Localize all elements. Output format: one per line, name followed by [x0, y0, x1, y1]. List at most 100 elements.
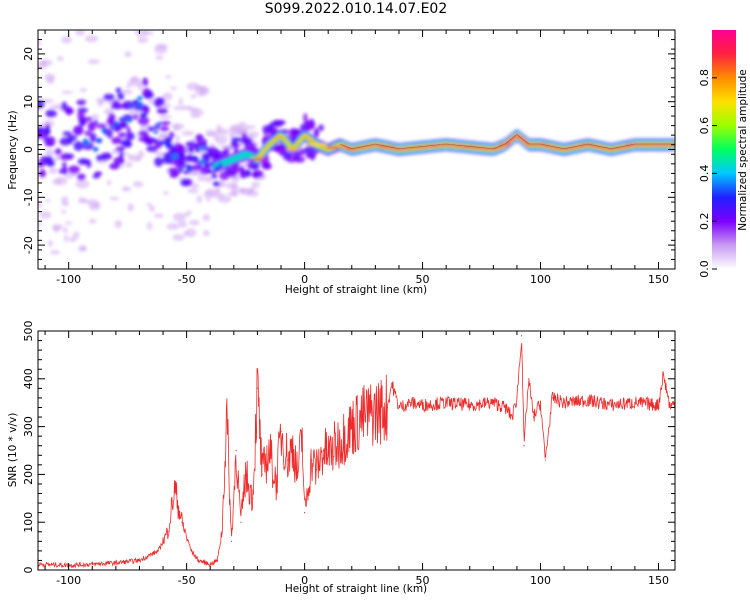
- x-tick-label: 100: [530, 574, 551, 587]
- spectral-noise-blob: [181, 130, 195, 136]
- spectral-blob: [103, 93, 115, 101]
- spectral-noise-blob: [162, 92, 173, 101]
- snr-point: [174, 488, 176, 490]
- spectral-blob: [144, 136, 155, 146]
- snr-point: [235, 449, 237, 452]
- colorbar: 0.0 0.2 0.4 0.6 0.8 Normalized spectral ampl…: [698, 30, 749, 278]
- snr-point: [657, 404, 660, 406]
- spectral-blob: [185, 141, 197, 148]
- spectral-blob: [212, 181, 221, 187]
- spectral-blob: [244, 169, 251, 178]
- spectral-noise-blob: [79, 87, 87, 93]
- spectral-blob: [222, 147, 230, 156]
- spectral-noise-blob: [78, 197, 87, 203]
- spectral-noise-blob: [147, 221, 153, 231]
- spectral-noise-blob: [122, 20, 134, 23]
- spectral-noise-blob: [205, 129, 217, 137]
- spectral-blob: [201, 152, 211, 162]
- spectral-noise-blob: [46, 76, 55, 85]
- spectral-ridge-cell: [265, 144, 272, 147]
- spectral-noise-blob: [114, 219, 122, 229]
- spectral-blob: [243, 138, 251, 145]
- snr-line-layer: [38, 335, 675, 569]
- spectral-blob: [77, 125, 83, 134]
- y-tick-label: 200: [22, 464, 35, 485]
- spectral-noise-blob: [190, 183, 200, 189]
- spectral-noise-blob: [153, 213, 164, 218]
- spectral-blob: [38, 126, 46, 135]
- spectral-spot: [153, 130, 159, 134]
- spectral-blob: [44, 126, 51, 136]
- snr-point: [315, 469, 317, 471]
- spectral-blob: [231, 140, 238, 147]
- spectral-noise-blob: [75, 30, 85, 36]
- spectral-blob: [219, 171, 230, 181]
- spectral-noise-blob: [52, 179, 63, 185]
- snr-point: [539, 402, 542, 404]
- spectral-blob: [310, 154, 315, 161]
- spectral-noise-blob: [173, 105, 187, 111]
- spectral-blob: [137, 116, 150, 126]
- spectral-blob: [96, 154, 103, 162]
- spectral-noise-blob: [60, 196, 69, 204]
- spectral-noise-blob: [173, 123, 180, 132]
- spectral-blob: [76, 173, 86, 181]
- spectral-noise-blob: [84, 35, 99, 43]
- spectral-spot: [136, 96, 143, 101]
- spectral-peak: [379, 145, 396, 149]
- spectral-blob: [142, 107, 150, 114]
- snr-line: [38, 342, 675, 569]
- spectral-peak: [305, 143, 328, 147]
- spectral-spot: [199, 146, 206, 151]
- x-tick-label: -100: [56, 574, 81, 587]
- spectral-spot: [186, 168, 193, 173]
- spectral-noise-blob: [38, 222, 43, 226]
- spectral-noise-blob: [190, 114, 201, 119]
- colorbar-tick-label: 0.0: [698, 260, 711, 278]
- spectral-noise-blob: [164, 75, 172, 79]
- spectral-blob: [180, 178, 190, 187]
- spectral-noise-blob: [106, 180, 112, 186]
- spectral-blob: [111, 100, 121, 108]
- spectral-noise-blob: [109, 196, 120, 201]
- spectral-spot: [139, 113, 145, 118]
- spectral-blob: [81, 159, 91, 164]
- snr-point: [398, 406, 400, 409]
- spectral-blob: [289, 128, 297, 136]
- x-tick-label: 100: [530, 273, 551, 286]
- spectral-noise-blob: [64, 221, 73, 225]
- snr-ticks: -100 -50 0 50 100 150 0 100 200 300 400 500: [22, 321, 675, 587]
- spectral-noise-blob: [158, 114, 172, 120]
- x-tick-label: 150: [648, 574, 669, 587]
- spectral-noise-blob: [170, 86, 177, 91]
- snr-point: [115, 562, 117, 564]
- spectral-blob: [227, 169, 237, 178]
- snr-point: [391, 382, 393, 385]
- spectral-noise-blob: [228, 132, 236, 140]
- spectral-noise-blob: [38, 41, 42, 46]
- spectral-blob: [278, 148, 289, 155]
- spectral-blob: [147, 126, 156, 132]
- spectral-spot: [185, 164, 192, 170]
- spectral-noise-blob: [91, 113, 99, 120]
- spectral-blob: [304, 120, 316, 130]
- colorbar-label: Normalized spectral amplitude: [737, 69, 749, 230]
- spectral-spot: [172, 153, 179, 159]
- spectral-noise-blob: [125, 2, 137, 11]
- spectral-spot: [209, 161, 215, 166]
- spectral-blob: [117, 132, 126, 138]
- spectral-peak: [346, 148, 358, 151]
- spectral-noise-blob: [135, 156, 141, 162]
- spectral-blob: [146, 145, 158, 152]
- snr-point: [516, 397, 518, 399]
- spectral-blob: [196, 142, 207, 148]
- spectral-spot: [111, 125, 115, 129]
- spectral-blob: [146, 89, 152, 97]
- snr-point: [275, 483, 277, 485]
- spectral-blob: [62, 131, 72, 136]
- spectral-noise-blob: [183, 231, 189, 236]
- x-tick-label: 0: [301, 273, 308, 286]
- spectral-blob: [108, 113, 116, 123]
- spectral-noise-blob: [235, 128, 244, 136]
